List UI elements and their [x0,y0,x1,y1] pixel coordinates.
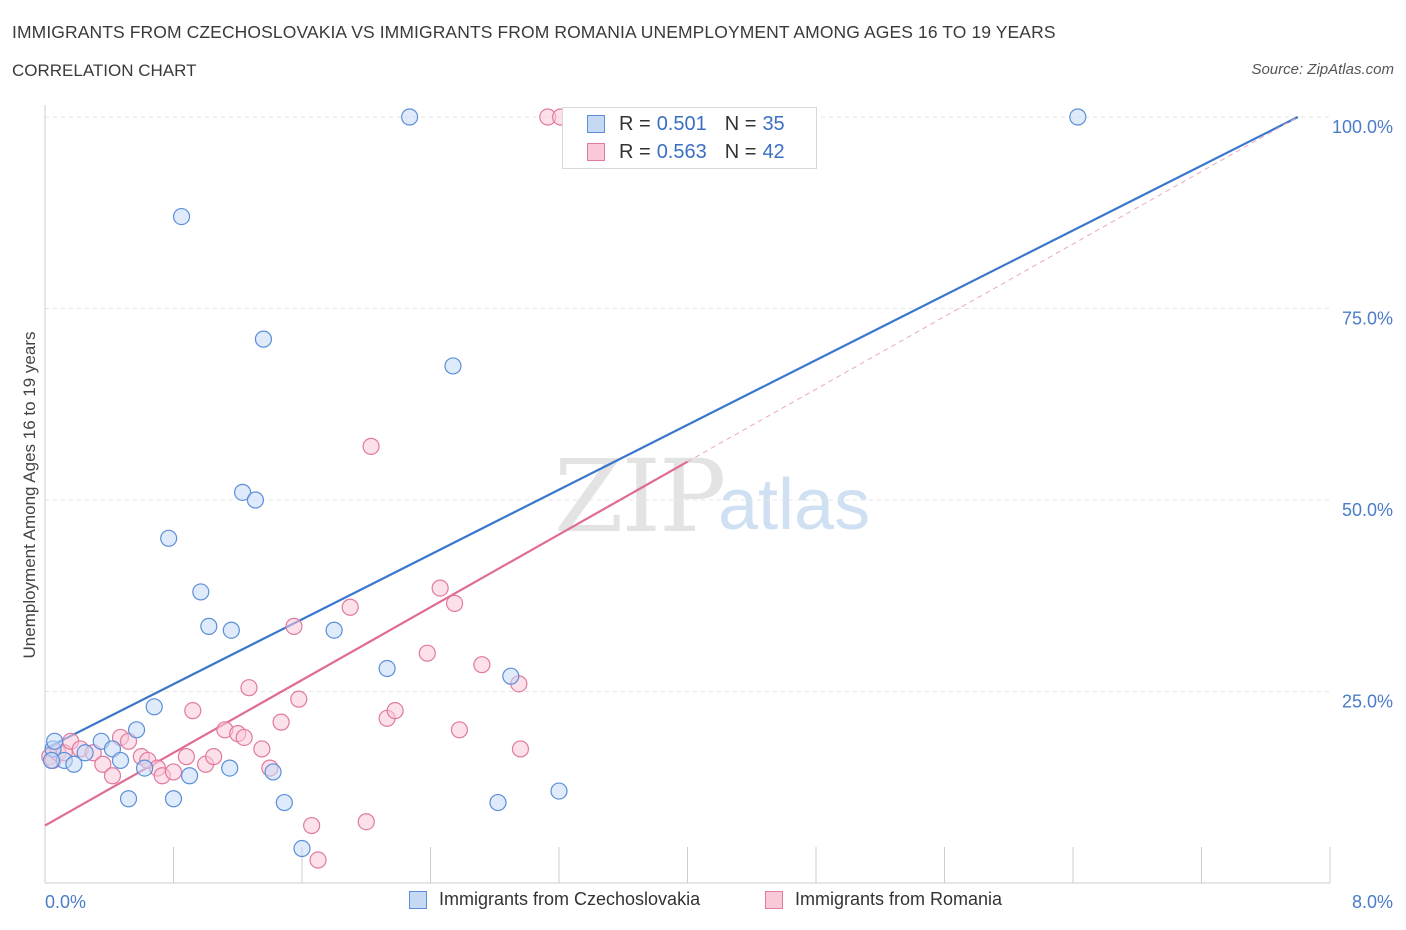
legend-n-label: N = [724,140,757,163]
chart-subtitle: CORRELATION CHART [12,61,197,80]
legend-swatch-romania [765,890,783,909]
data-point-czechoslovakia [164,790,183,808]
data-point-romania [205,748,223,766]
data-point-romania [362,437,380,455]
data-point-romania [309,851,327,869]
data-point-czechoslovakia [135,759,154,777]
legend-label: Immigrants from Czechoslovakia [439,889,701,909]
watermark-atlas: atlas [718,465,871,545]
data-point-czechoslovakia [172,207,191,226]
data-point-romania [341,598,359,616]
data-point-czechoslovakia [192,583,210,601]
data-point-czechoslovakia [293,839,311,858]
data-point-czechoslovakia [325,621,343,639]
data-point-romania [473,656,491,674]
y-tick-label: 100.0% [1332,117,1393,137]
data-point-czechoslovakia [200,617,218,635]
data-point-czechoslovakia [233,483,252,501]
data-point-czechoslovakia [160,529,178,547]
data-point-czechoslovakia [1069,108,1087,126]
watermark-zip: ZIP [554,438,726,555]
data-point-romania [272,713,290,731]
data-point-romania [103,767,122,785]
stats-legend: R = 0.501 N = 35 R = 0.563 N = 42 [562,107,817,169]
data-point-czechoslovakia [550,782,568,800]
data-point-czechoslovakia [119,790,138,808]
legend-swatch-romania [587,143,605,161]
data-point-romania [184,702,202,720]
data-point-romania [290,690,308,708]
x-tick-label-max: 8.0% [1352,892,1393,912]
data-point-czechoslovakia [42,751,61,770]
data-point-czechoslovakia [222,621,240,639]
data-point-romania [418,644,436,662]
y-tick-label: 50.0% [1342,500,1393,520]
data-point-czechoslovakia [401,108,419,126]
data-point-romania [386,702,404,720]
legend-n-value: 35 [762,112,785,135]
axes [44,105,1331,884]
legend-swatch-czechoslovakia [587,115,605,133]
legend-n-label: N = [724,112,757,135]
trend-lines [44,116,1299,827]
legend-r-label: R = [619,140,651,163]
legend-r-value: 0.563 [656,140,707,163]
x-tick-label-min: 0.0% [45,892,86,912]
data-point-czechoslovakia [489,793,507,812]
legend-label: Immigrants from Romania [795,889,1003,909]
legend-item-romania[interactable]: Immigrants from Romania [765,889,1002,910]
data-point-czechoslovakia [180,767,199,785]
legend-swatch-czechoslovakia [409,890,427,909]
y-tick-label: 75.0% [1342,309,1393,329]
legend-r-label: R = [619,112,651,135]
data-point-czechoslovakia [502,667,520,685]
data-point-romania [177,748,195,766]
data-point-romania [450,721,469,739]
data-point-czechoslovakia [264,763,282,781]
y-tick-label: 25.0% [1342,692,1393,712]
trend-line-czechoslovakia [44,116,1299,750]
data-point-czechoslovakia [444,357,462,375]
data-point-romania [235,728,253,747]
data-point-czechoslovakia [46,732,64,750]
data-point-romania [303,816,321,835]
data-point-czechoslovakia [145,698,163,716]
legend-item-czechoslovakia[interactable]: Immigrants from Czechoslovakia [409,889,700,910]
data-point-czechoslovakia [254,330,273,348]
data-point-czechoslovakia [378,659,396,678]
data-points [41,108,1087,869]
data-point-czechoslovakia [127,721,146,739]
data-point-czechoslovakia [246,491,265,509]
data-point-romania [445,594,464,613]
legend-row-czechoslovakia: R = 0.501 N = 35 [587,111,785,137]
tick-labels: 25.0% 50.0% 75.0% 100.0% 0.0% 8.0% [45,117,1393,912]
data-point-romania [285,617,303,635]
legend-row-romania: R = 0.563 N = 42 [587,139,785,165]
data-point-romania [357,813,375,831]
data-point-czechoslovakia [221,759,239,777]
chart-title: IMMIGRANTS FROM CZECHOSLOVAKIA VS IMMIGR… [12,22,1056,42]
data-point-czechoslovakia [275,793,293,812]
data-point-romania [431,579,449,597]
legend-n-value: 42 [762,140,785,163]
data-point-romania [94,755,112,773]
data-point-romania [253,740,271,758]
data-point-romania [240,679,258,697]
data-point-romania [511,740,530,758]
legend-r-value: 0.501 [656,112,707,135]
source-credit: Source: ZipAtlas.com [1251,61,1394,78]
data-point-czechoslovakia [65,755,83,773]
gridlines [45,116,1330,692]
data-point-czechoslovakia [76,744,94,762]
data-point-czechoslovakia [111,751,130,770]
data-point-romania [164,763,183,781]
